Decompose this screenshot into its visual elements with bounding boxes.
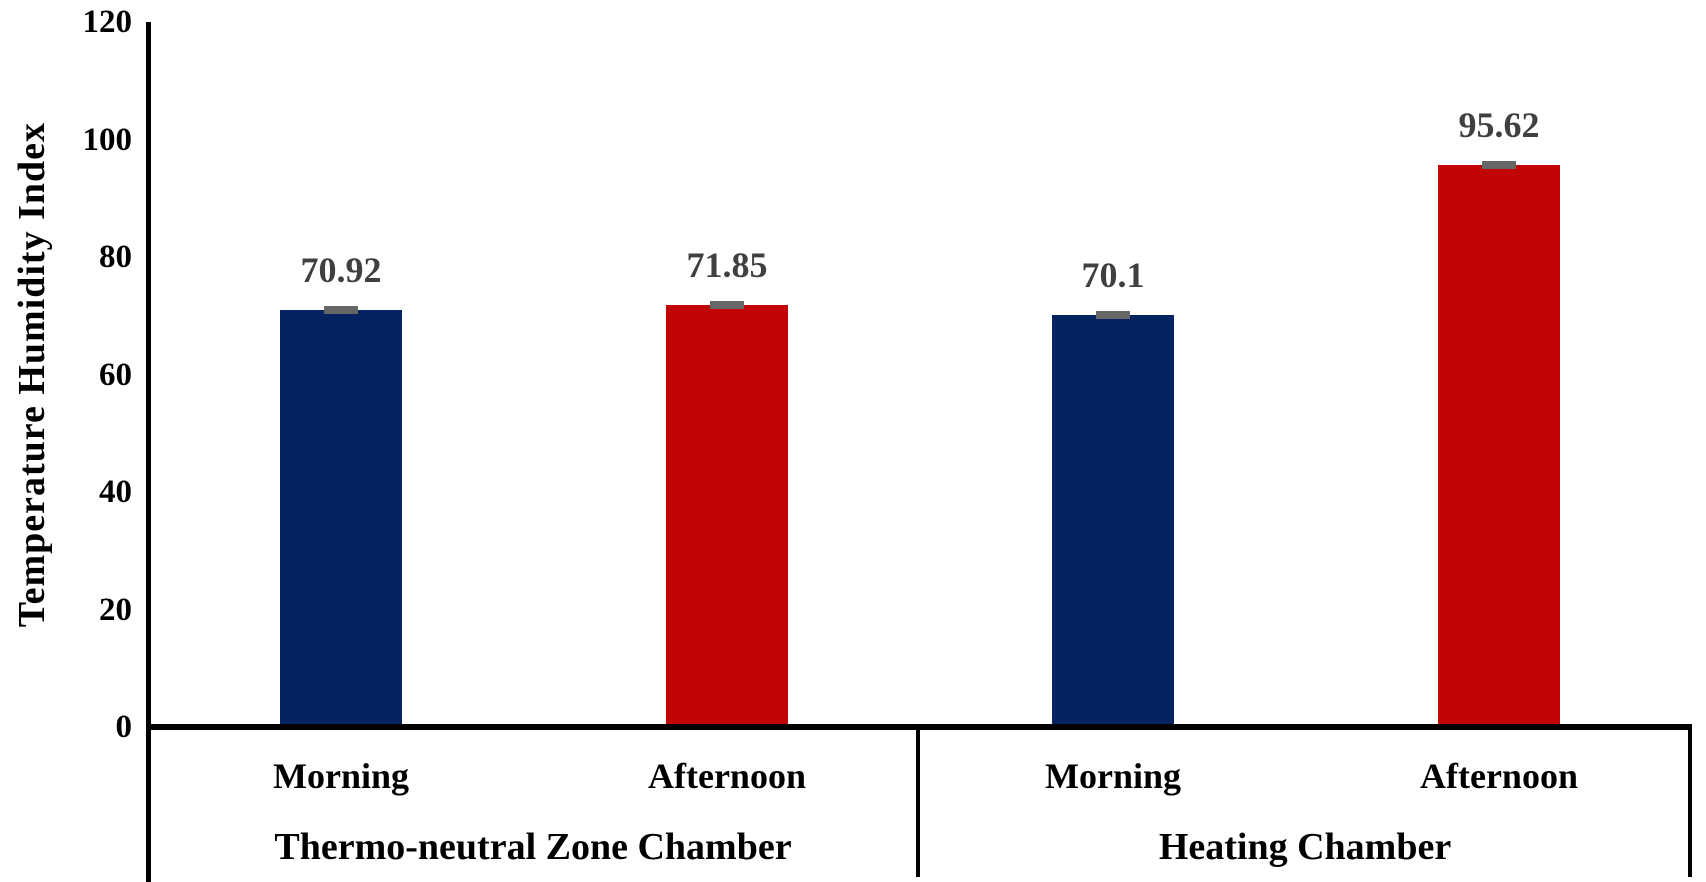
group-label-heating-chamber: Heating Chamber — [1158, 826, 1452, 868]
group-label-thermo-neutral-zone-chamber: Thermo-neutral Zone Chamber — [274, 826, 792, 868]
value-label-thermo-neutral-zone-chamber-morning: 70.92 — [300, 250, 382, 291]
x-axis-line — [146, 724, 1692, 730]
bar-heating-chamber-morning — [1052, 315, 1174, 727]
y-tick-label-80: 80 — [99, 239, 132, 275]
bar-heating-chamber-afternoon — [1438, 165, 1560, 727]
category-label-morning: Morning — [1044, 756, 1181, 796]
y-tick-label-60: 60 — [99, 356, 132, 393]
category-label-afternoon: Afternoon — [648, 756, 806, 796]
bar-thermo-neutral-zone-chamber-morning — [280, 310, 402, 727]
error-bar-cap — [1096, 311, 1130, 320]
y-tick-label-120: 120 — [82, 4, 133, 40]
error-bar-cap — [324, 306, 358, 315]
value-label-thermo-neutral-zone-chamber-afternoon: 71.85 — [686, 244, 768, 285]
value-label-heating-chamber-afternoon: 95.62 — [1458, 105, 1540, 146]
y-tick-label-0: 0 — [115, 709, 133, 745]
category-label-morning: Morning — [272, 756, 409, 796]
error-bar-cap — [710, 300, 744, 309]
y-tick-label-20: 20 — [99, 591, 132, 628]
category-label-afternoon: Afternoon — [1420, 756, 1578, 796]
value-label-heating-chamber-morning: 70.1 — [1081, 255, 1145, 296]
y-tick-label-40: 40 — [99, 474, 132, 510]
y-axis-line — [146, 22, 151, 882]
y-tick-label-100: 100 — [82, 121, 133, 158]
group-divider-2 — [1688, 727, 1692, 877]
bar-thermo-neutral-zone-chamber-afternoon — [666, 304, 788, 727]
error-bar-cap — [1482, 161, 1516, 170]
group-divider-1 — [916, 727, 920, 877]
